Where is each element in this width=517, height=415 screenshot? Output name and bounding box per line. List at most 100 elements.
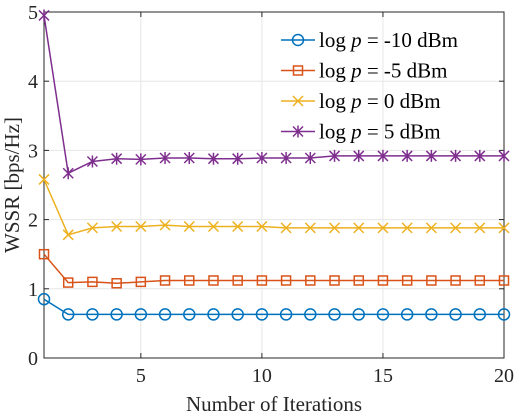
data-point xyxy=(292,95,304,107)
data-point xyxy=(207,152,220,165)
data-point xyxy=(280,222,292,234)
series-line xyxy=(43,298,504,316)
data-point xyxy=(425,149,437,162)
data-point xyxy=(497,308,511,321)
legend: log p = -10 dBm log p = -5 dBm log p = 0 d… xyxy=(281,28,458,144)
data-point xyxy=(474,275,486,286)
data-point xyxy=(474,149,486,162)
data-point xyxy=(353,222,365,234)
data-point xyxy=(329,275,340,286)
data-point xyxy=(111,278,122,289)
data-point xyxy=(255,308,269,321)
data-point xyxy=(37,292,51,306)
data-point xyxy=(328,308,341,321)
data-point xyxy=(292,125,304,138)
data-point xyxy=(184,275,195,286)
series-line-group xyxy=(37,292,511,321)
data-point xyxy=(183,152,195,165)
axes-box xyxy=(43,11,505,359)
legend-entry: log p = -10 dBm xyxy=(281,28,458,52)
data-point xyxy=(134,308,148,321)
data-point xyxy=(377,149,389,162)
data-point xyxy=(111,220,123,233)
x-tick-label: 15 xyxy=(373,365,393,387)
data-point xyxy=(353,149,365,162)
data-point xyxy=(304,308,317,321)
data-point xyxy=(353,275,364,286)
data-point xyxy=(38,248,50,260)
data-point xyxy=(111,152,123,165)
data-point xyxy=(328,149,341,162)
data-point xyxy=(425,222,437,234)
data-point xyxy=(159,275,171,286)
data-point xyxy=(231,308,244,321)
data-point xyxy=(62,277,74,288)
data-point xyxy=(280,152,292,165)
data-point xyxy=(110,308,123,321)
series-line-group xyxy=(38,173,510,241)
data-point xyxy=(304,152,316,165)
data-point xyxy=(401,275,413,286)
y-axis-title: WSSR [bps/Hz] xyxy=(0,117,24,253)
data-point xyxy=(377,275,389,286)
y-tick-label: 4 xyxy=(28,71,38,93)
data-point xyxy=(256,152,268,165)
data-point xyxy=(498,149,510,162)
data-point xyxy=(86,222,98,234)
data-point xyxy=(376,308,390,321)
data-point xyxy=(159,152,171,165)
legend-label: log p = -5 dBm xyxy=(319,59,448,83)
data-point xyxy=(400,308,414,321)
data-point xyxy=(183,220,195,233)
x-axis-title: Number of Iterations xyxy=(186,392,362,415)
data-point xyxy=(207,220,220,233)
series-line xyxy=(43,15,504,175)
y-tick-label: 1 xyxy=(28,279,38,301)
data-point xyxy=(280,275,292,286)
series-line-group xyxy=(38,9,510,180)
data-point xyxy=(328,222,341,234)
data-point xyxy=(38,173,50,185)
y-tick-label: 5 xyxy=(28,2,38,24)
data-point xyxy=(449,308,462,321)
y-tick-label: 0 xyxy=(28,348,38,370)
x-tick-label: 20 xyxy=(494,365,514,387)
legend-label: log p = -10 dBm xyxy=(319,28,458,52)
axes-frame xyxy=(43,11,505,359)
data-point xyxy=(291,33,305,47)
data-point xyxy=(232,275,243,286)
data-point xyxy=(292,65,304,76)
x-tick-label: 10 xyxy=(252,365,272,387)
data-point xyxy=(86,308,99,321)
series-layer xyxy=(37,9,511,321)
data-point xyxy=(352,308,365,321)
data-point xyxy=(304,222,316,234)
data-point xyxy=(159,219,171,231)
data-point xyxy=(377,222,389,234)
data-point xyxy=(232,220,244,233)
data-point xyxy=(87,276,98,288)
data-point xyxy=(426,275,437,286)
data-point xyxy=(401,149,413,162)
data-point xyxy=(305,275,316,286)
data-point xyxy=(135,220,147,233)
data-point xyxy=(158,308,172,321)
data-point xyxy=(256,220,268,233)
data-point xyxy=(256,275,268,286)
data-point xyxy=(62,229,74,241)
data-point xyxy=(208,275,219,286)
legend-label: log p = 5 dBm xyxy=(319,120,441,144)
series-line xyxy=(43,179,504,236)
data-point xyxy=(38,9,50,22)
data-point xyxy=(61,308,75,321)
data-point xyxy=(425,308,438,321)
legend-entry: log p = -5 dBm xyxy=(281,59,448,83)
legend-entry: log p = 0 dBm xyxy=(281,89,441,113)
y-tick-labels: 0 1 2 3 4 5 xyxy=(28,2,38,370)
data-point xyxy=(401,222,413,234)
data-point xyxy=(86,155,98,168)
data-point xyxy=(135,153,147,166)
series-line-group xyxy=(38,248,510,289)
legend-label: log p = 0 dBm xyxy=(319,89,441,113)
